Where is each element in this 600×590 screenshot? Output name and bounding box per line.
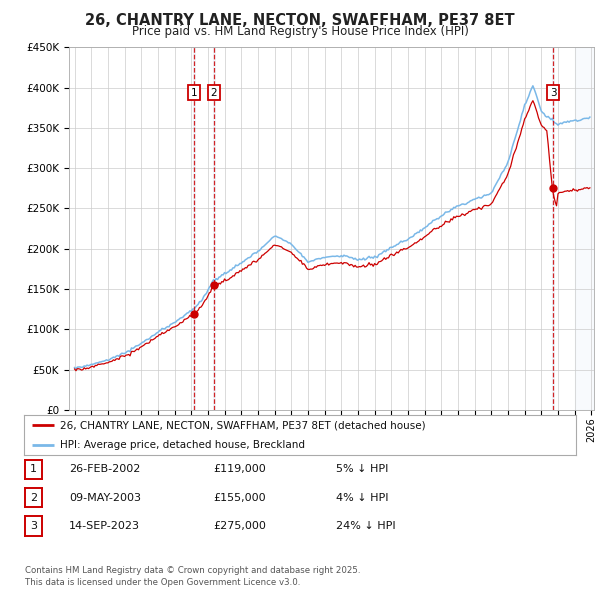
Text: 09-MAY-2003: 09-MAY-2003 <box>69 493 141 503</box>
Text: 26-FEB-2002: 26-FEB-2002 <box>69 464 140 474</box>
Text: 4% ↓ HPI: 4% ↓ HPI <box>336 493 389 503</box>
Text: 3: 3 <box>550 87 556 97</box>
Text: 1: 1 <box>191 87 197 97</box>
Text: 3: 3 <box>30 521 37 531</box>
Text: 14-SEP-2023: 14-SEP-2023 <box>69 521 140 531</box>
Text: Contains HM Land Registry data © Crown copyright and database right 2025.
This d: Contains HM Land Registry data © Crown c… <box>25 566 361 587</box>
Text: 26, CHANTRY LANE, NECTON, SWAFFHAM, PE37 8ET: 26, CHANTRY LANE, NECTON, SWAFFHAM, PE37… <box>85 13 515 28</box>
Bar <box>193 47 196 410</box>
Text: Price paid vs. HM Land Registry's House Price Index (HPI): Price paid vs. HM Land Registry's House … <box>131 25 469 38</box>
Bar <box>213 47 216 410</box>
Text: 2: 2 <box>211 87 217 97</box>
Text: £275,000: £275,000 <box>213 521 266 531</box>
Text: 1: 1 <box>30 464 37 474</box>
Text: 2: 2 <box>30 493 37 503</box>
Text: 26, CHANTRY LANE, NECTON, SWAFFHAM, PE37 8ET (detached house): 26, CHANTRY LANE, NECTON, SWAFFHAM, PE37… <box>60 421 425 430</box>
Text: 5% ↓ HPI: 5% ↓ HPI <box>336 464 388 474</box>
Text: £119,000: £119,000 <box>213 464 266 474</box>
Text: £155,000: £155,000 <box>213 493 266 503</box>
Text: HPI: Average price, detached house, Breckland: HPI: Average price, detached house, Brec… <box>60 441 305 450</box>
Bar <box>552 47 555 410</box>
Text: 24% ↓ HPI: 24% ↓ HPI <box>336 521 395 531</box>
Bar <box>575 47 594 410</box>
Bar <box>575 47 594 410</box>
